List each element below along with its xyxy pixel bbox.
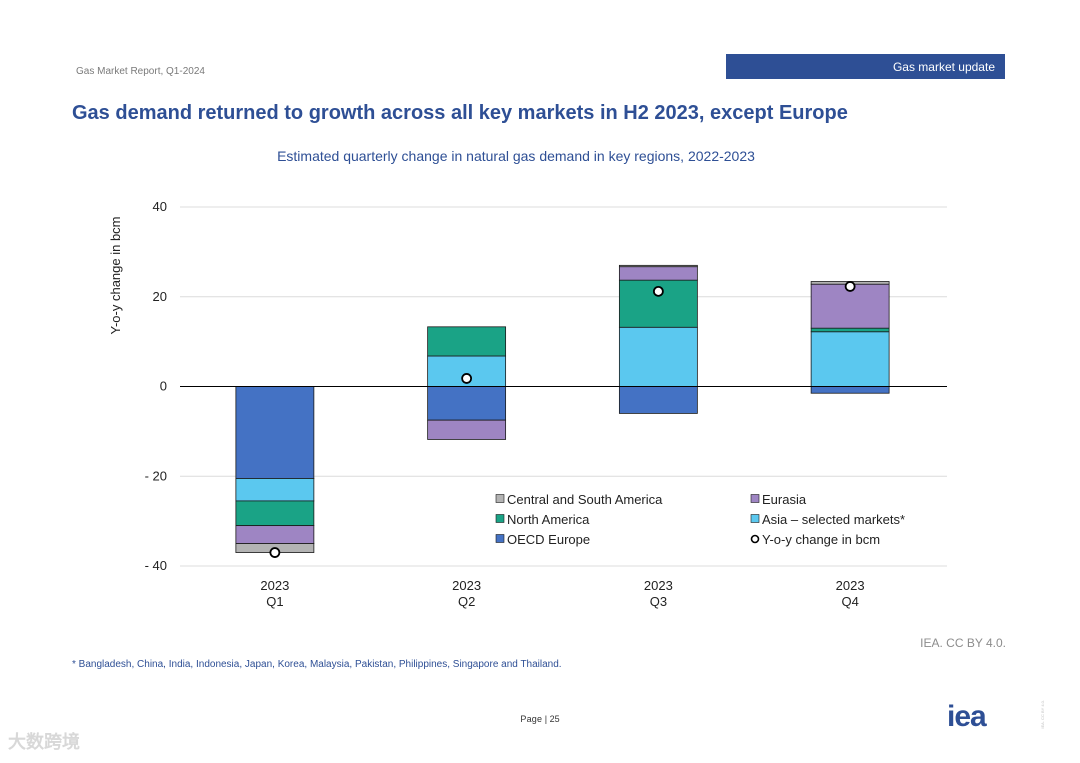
legend-swatch (750, 514, 760, 523)
yoy-marker (269, 547, 281, 558)
x-tick-year: 2023 (836, 578, 865, 593)
legend-swatch (750, 494, 760, 503)
x-tick-year: 2023 (452, 578, 481, 593)
x-tick-quarter: Q4 (841, 594, 858, 609)
legend-label: Asia – selected markets* (762, 512, 905, 527)
chart-title: Estimated quarterly change in natural ga… (277, 148, 755, 164)
y-tick-label: 40 (153, 199, 167, 214)
slide-title: Gas demand returned to growth across all… (72, 102, 848, 124)
x-tick-quarter: Q3 (650, 594, 667, 609)
x-tick-year: 2023 (260, 578, 289, 593)
bar-segment (618, 386, 698, 414)
section-badge: Gas market update (726, 54, 1005, 79)
bar-segment (235, 386, 315, 479)
iea-logo: iea (947, 700, 987, 733)
legend-label: Y-o-y change in bcm (762, 532, 880, 547)
bar-segment (427, 326, 507, 357)
legend-label: North America (507, 512, 590, 527)
bar-segment (810, 331, 890, 387)
y-axis-label: Y-o-y change in bcm (108, 216, 123, 334)
legend-label: Eurasia (762, 492, 807, 507)
legend-marker (750, 534, 760, 544)
page-number: Page | 25 (0, 714, 1080, 724)
page-separator: | (544, 714, 550, 724)
legend-swatch (495, 494, 505, 503)
yoy-marker (652, 285, 664, 297)
bar-segment (235, 500, 315, 527)
x-tick-quarter: Q1 (266, 594, 283, 609)
bar-segment (618, 266, 698, 281)
y-tick-label: - 40 (145, 558, 167, 573)
legend-swatch (495, 514, 505, 523)
page-number-value: 25 (549, 714, 560, 724)
bar-segment (810, 327, 890, 333)
page-prefix: Page (520, 714, 543, 724)
footnote: * Bangladesh, China, India, Indonesia, J… (72, 659, 562, 670)
section-badge-label: Gas market update (892, 59, 995, 74)
x-tick-year: 2023 (644, 578, 673, 593)
yoy-marker (844, 281, 856, 292)
bar-segment (810, 386, 890, 394)
y-tick-label: 20 (153, 289, 167, 304)
yoy-marker (461, 373, 473, 384)
report-name: Gas Market Report, Q1-2024 (76, 66, 205, 77)
legend-swatch (495, 534, 505, 543)
credit: IEA. CC BY 4.0. (920, 636, 1006, 650)
bar-segment (235, 478, 315, 502)
x-tick-quarter: Q2 (458, 594, 475, 609)
bar-segment (427, 386, 507, 421)
side-license: IEA. CC BY 4.0. (1040, 700, 1045, 729)
watermark: 大数跨境 (8, 732, 80, 752)
bar-segment (618, 264, 698, 268)
bar-segment (618, 326, 698, 387)
legend-label: OECD Europe (507, 532, 590, 547)
bar-segment (235, 525, 315, 544)
y-tick-label: 0 (160, 379, 167, 394)
legend-label: Central and South America (507, 492, 663, 507)
bar-segment (427, 419, 507, 440)
y-tick-label: - 20 (145, 468, 167, 483)
